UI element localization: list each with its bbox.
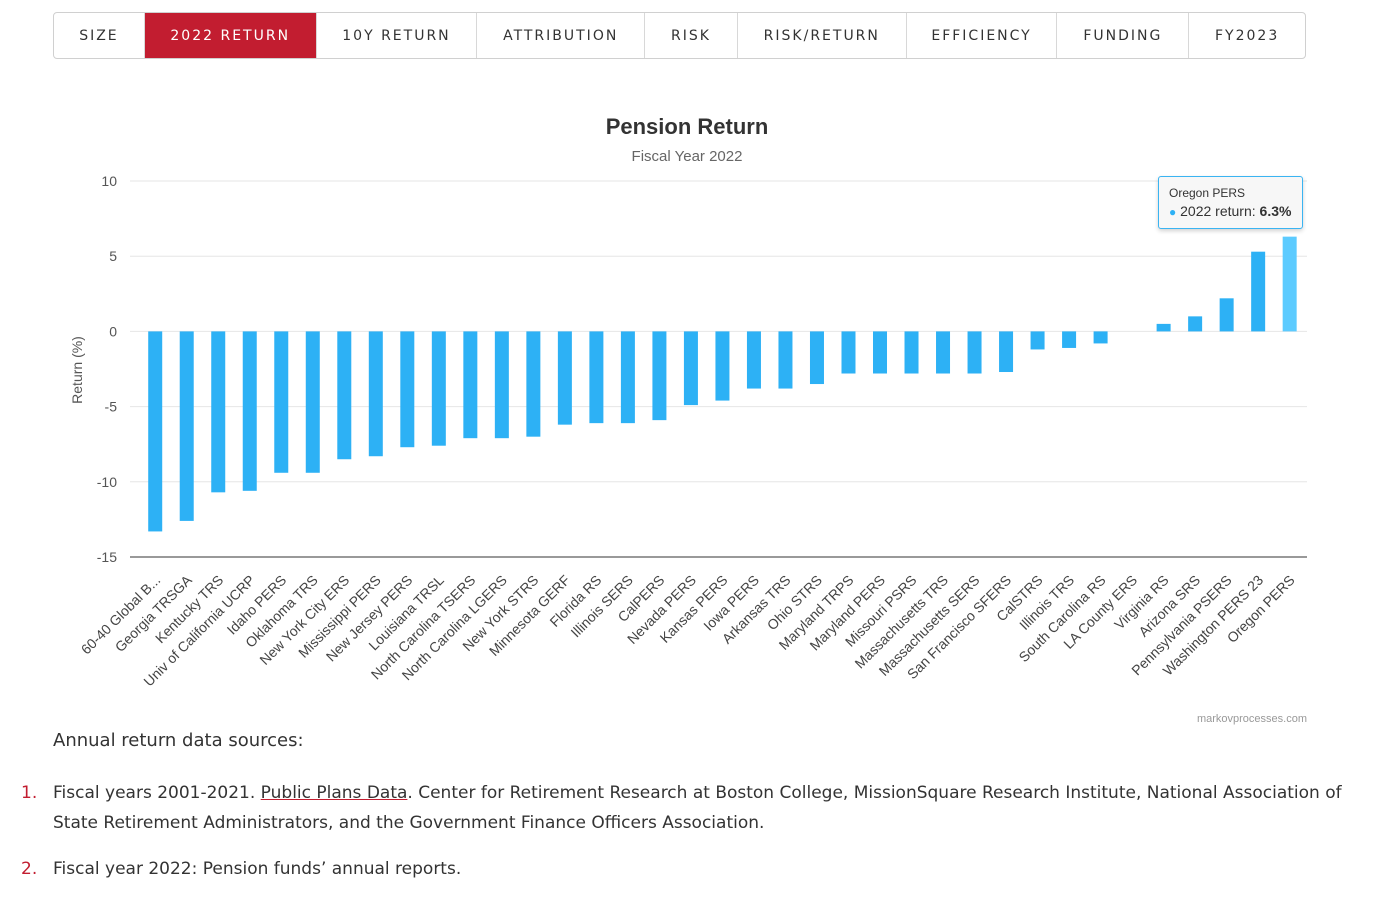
tab-size[interactable]: SIZE xyxy=(54,13,145,58)
bar[interactable] xyxy=(620,331,635,424)
series-dot-icon: ● xyxy=(1169,205,1177,219)
bar[interactable] xyxy=(715,331,730,401)
source-text: Fiscal years 2001-2021. xyxy=(53,783,261,803)
tab-attribution[interactable]: ATTRIBUTION xyxy=(477,13,646,58)
bar[interactable] xyxy=(746,331,761,389)
bar[interactable] xyxy=(526,331,541,437)
source-number: 1. xyxy=(21,783,38,803)
bar[interactable] xyxy=(873,331,888,374)
bar[interactable] xyxy=(179,331,194,521)
sources-heading: Annual return data sources: xyxy=(53,730,304,751)
tooltip-title: Oregon PERS xyxy=(1169,186,1246,200)
y-tick-label: 5 xyxy=(109,248,117,264)
bar[interactable] xyxy=(431,331,446,446)
bar[interactable] xyxy=(463,331,478,439)
y-tick-label: -10 xyxy=(97,474,117,490)
y-axis-title: Return (%) xyxy=(69,336,85,404)
tab-2022-return[interactable]: 2022 RETURN xyxy=(144,13,317,58)
public-plans-data-link[interactable]: Public Plans Data xyxy=(260,783,408,803)
bar[interactable] xyxy=(494,331,509,439)
bar[interactable] xyxy=(904,331,919,374)
tab-risk[interactable]: RISK xyxy=(645,13,738,58)
y-tick-label: 10 xyxy=(101,173,117,189)
bar[interactable] xyxy=(1188,316,1203,332)
tab-10y-return[interactable]: 10Y RETURN xyxy=(317,13,478,58)
bar[interactable] xyxy=(211,331,226,493)
bar[interactable] xyxy=(1062,331,1077,348)
tab-funding[interactable]: FUNDING xyxy=(1057,13,1190,58)
tab-risk-return[interactable]: RISK/RETURN xyxy=(738,13,907,58)
bar[interactable] xyxy=(1251,251,1266,332)
y-tick-label: -15 xyxy=(97,549,117,565)
bar[interactable] xyxy=(1282,236,1297,332)
bar[interactable] xyxy=(809,331,824,385)
bar[interactable] xyxy=(557,331,572,425)
sources-section: Annual return data sources: 1. Fiscal ye… xyxy=(21,730,1353,900)
tooltip-value: 6.3% xyxy=(1259,203,1292,219)
tab-efficiency[interactable]: EFFICIENCY xyxy=(907,13,1058,58)
chart-credit[interactable]: markovprocesses.com xyxy=(1197,713,1307,725)
bar[interactable] xyxy=(936,331,951,374)
source-number: 2. xyxy=(21,859,38,879)
bar[interactable] xyxy=(589,331,604,424)
source-item: 2. Fiscal year 2022: Pension funds’ annu… xyxy=(21,854,1353,884)
bar[interactable] xyxy=(683,331,698,406)
bar[interactable] xyxy=(778,331,793,389)
y-axis-ticks: 10 5 0 -5 -10 -15 xyxy=(97,173,117,565)
tab-fy2023[interactable]: FY2023 xyxy=(1215,27,1280,44)
bar[interactable] xyxy=(1219,298,1234,332)
y-tick-label: -5 xyxy=(105,399,118,415)
bars xyxy=(148,236,1297,532)
tooltip-row: ● 2022 return: 6.3% xyxy=(1169,203,1291,219)
chart-title: Pension Return xyxy=(606,114,769,139)
tab-bar: SIZE 2022 RETURN 10Y RETURN ATTRIBUTION … xyxy=(53,12,1306,59)
source-text: . Center for Retirement Research at Bost… xyxy=(53,783,1342,833)
bar[interactable] xyxy=(242,331,257,491)
bar[interactable] xyxy=(1030,331,1045,350)
bar[interactable] xyxy=(400,331,415,448)
bar[interactable] xyxy=(967,331,982,374)
bar[interactable] xyxy=(368,331,383,457)
bar[interactable] xyxy=(1156,323,1171,332)
bar[interactable] xyxy=(841,331,856,374)
bar[interactable] xyxy=(999,331,1014,373)
bar[interactable] xyxy=(337,331,352,460)
bar[interactable] xyxy=(274,331,289,473)
y-tick-label: 0 xyxy=(109,323,117,339)
tooltip-series-label: 2022 return: xyxy=(1180,203,1260,219)
source-text: Fiscal year 2022: Pension funds’ annual … xyxy=(53,859,462,879)
bar[interactable] xyxy=(652,331,667,421)
bar[interactable] xyxy=(148,331,163,532)
pension-return-chart: Pension Return Fiscal Year 2022 10 5 0 -5 -1… xyxy=(69,114,1307,725)
chart-tooltip: Oregon PERS ● 2022 return: 6.3% xyxy=(1158,176,1304,229)
bar[interactable] xyxy=(305,331,320,473)
chart-subtitle: Fiscal Year 2022 xyxy=(632,148,743,165)
bar[interactable] xyxy=(1093,331,1108,344)
gridlines xyxy=(130,180,1307,483)
source-item: 1. Fiscal years 2001-2021. Public Plans … xyxy=(21,778,1353,838)
